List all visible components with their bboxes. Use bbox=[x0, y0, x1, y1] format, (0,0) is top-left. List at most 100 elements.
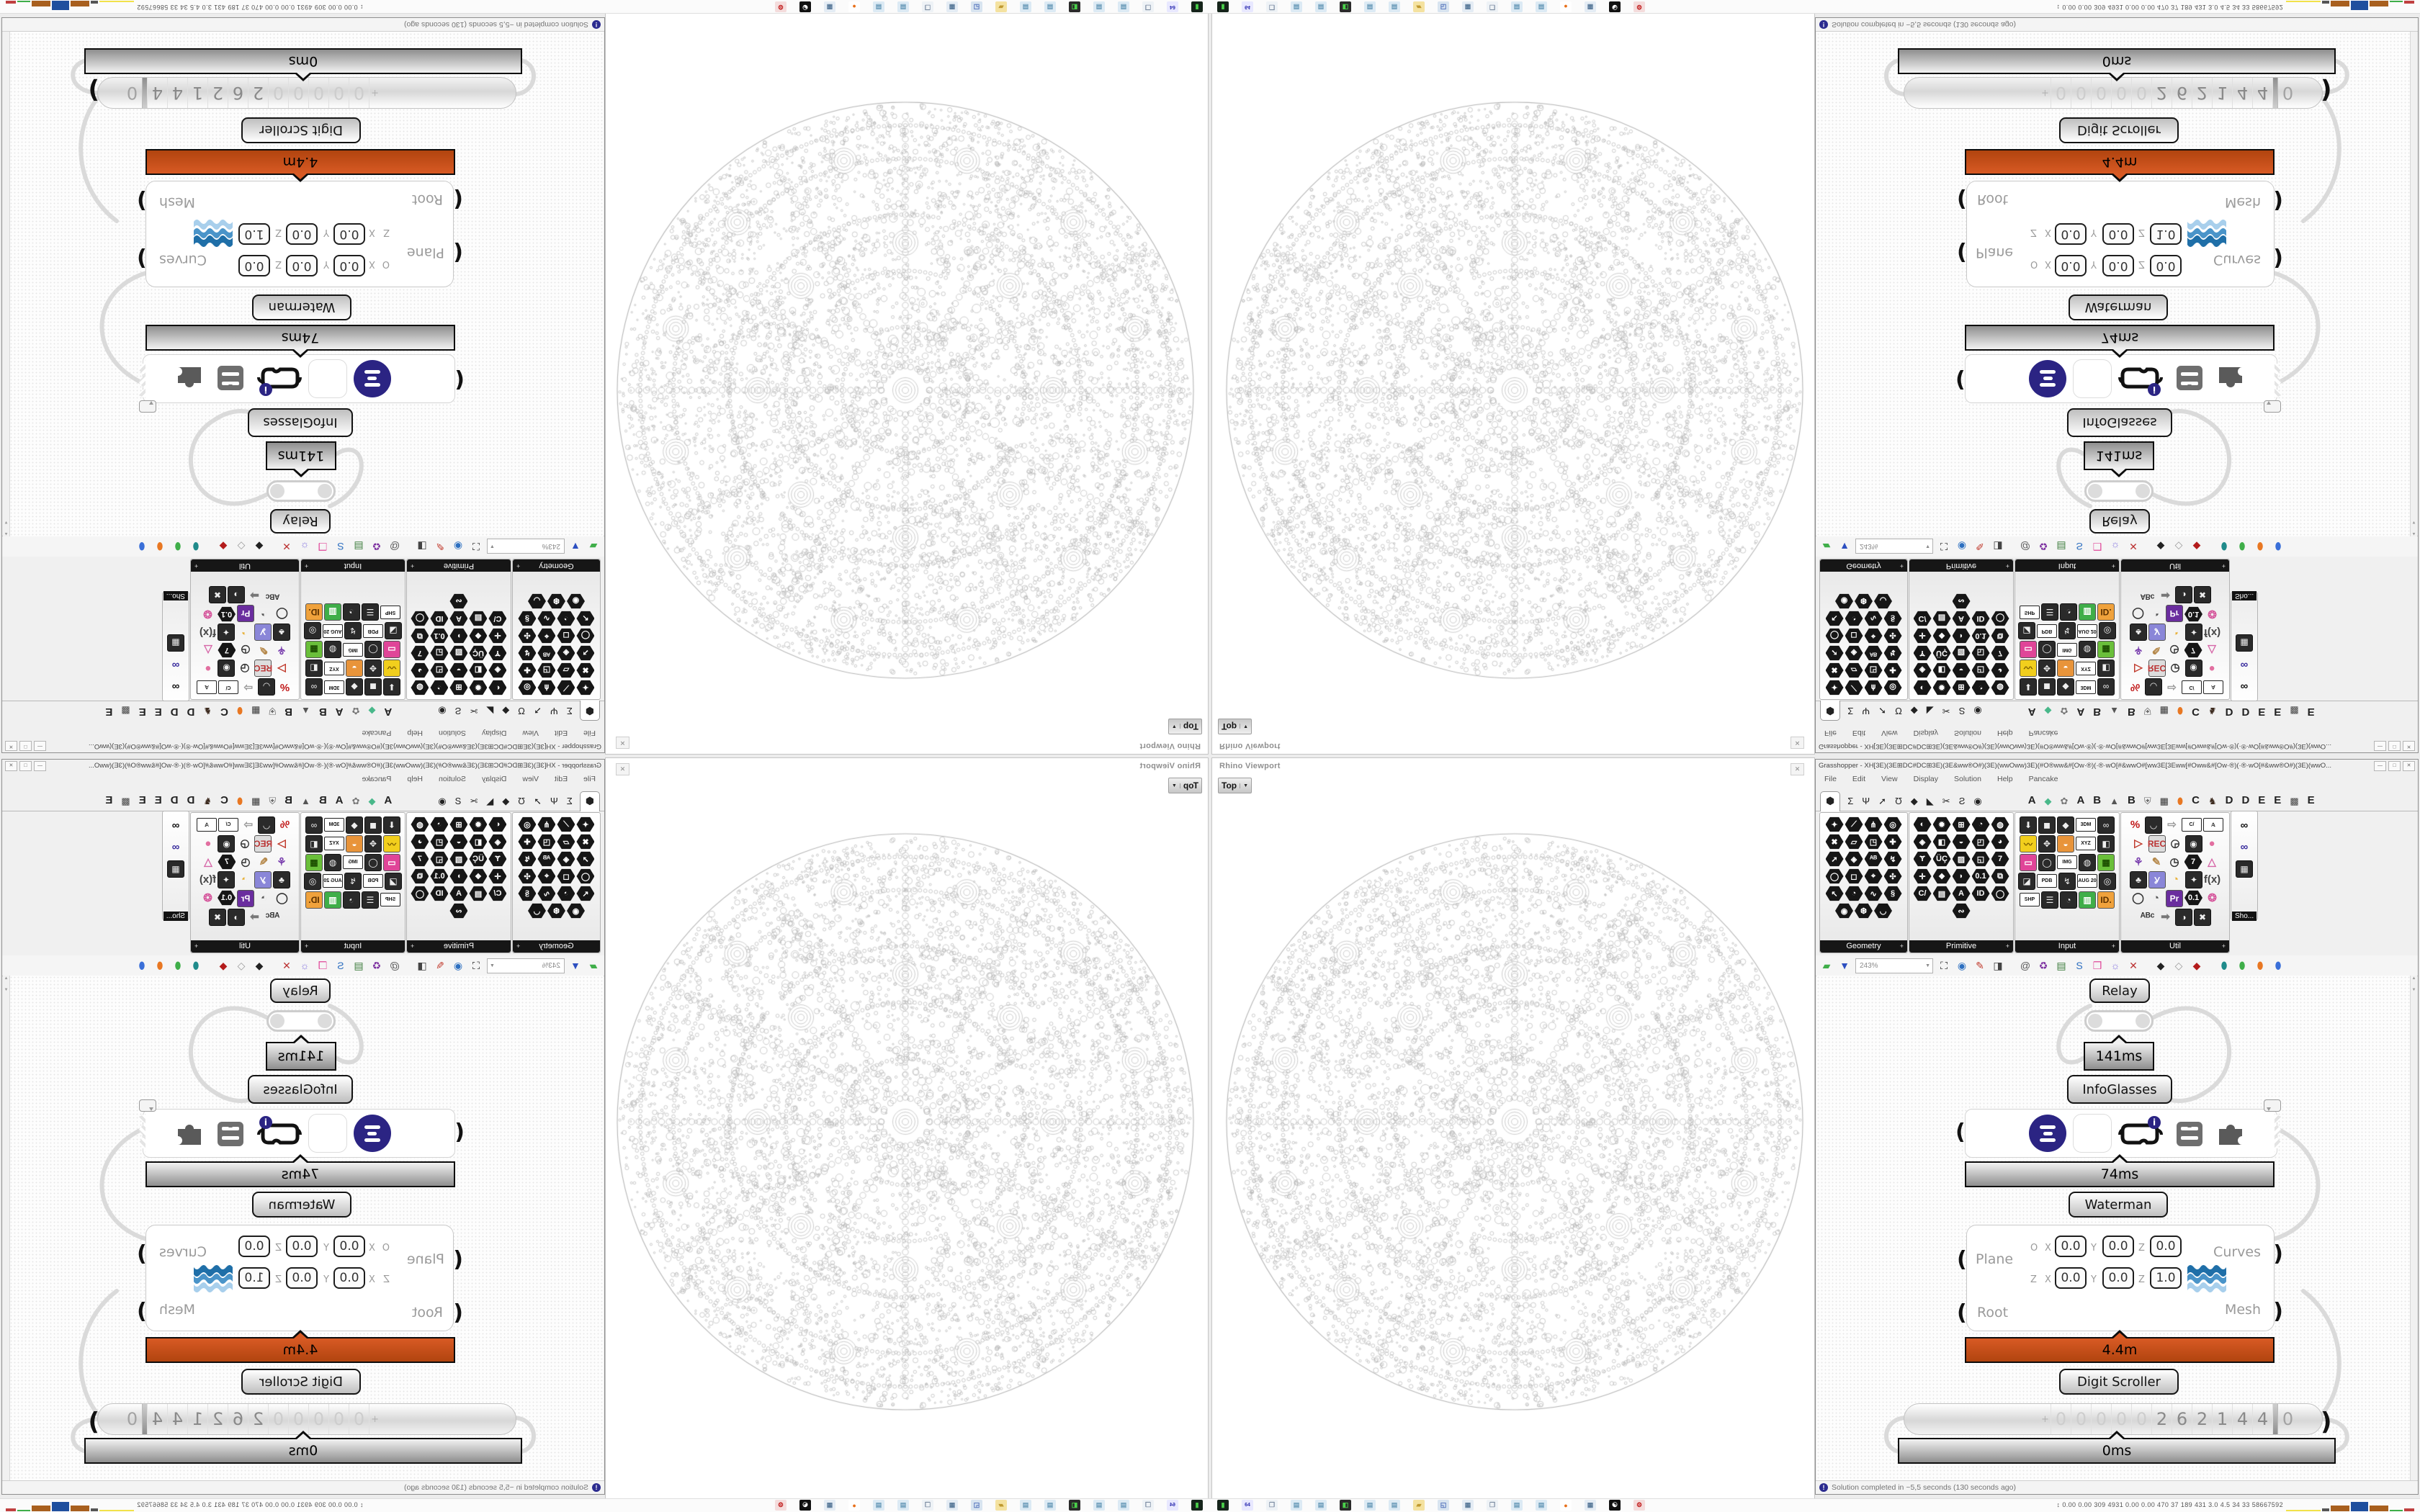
component-icon[interactable]: ◰ bbox=[431, 834, 449, 850]
tab-⛨[interactable]: ⛨ bbox=[269, 796, 277, 806]
menu-view[interactable]: View bbox=[1881, 729, 1898, 738]
at-icon[interactable]: @ bbox=[2020, 541, 2031, 552]
component-icon[interactable]: ◍ bbox=[1991, 680, 2009, 696]
component-icon[interactable]: ◷ bbox=[241, 856, 251, 868]
tab-curve[interactable]: Ʊ bbox=[518, 706, 525, 716]
component-icon[interactable]: ◪ bbox=[385, 873, 402, 890]
tab-C[interactable]: C bbox=[2192, 706, 2200, 718]
component-icon[interactable]: ◔ bbox=[2152, 608, 2160, 621]
component-icon[interactable]: C/ bbox=[218, 818, 238, 832]
component-icon[interactable]: ◒ bbox=[2057, 660, 2074, 677]
component-icon[interactable]: ✖ bbox=[209, 586, 226, 603]
component-icon[interactable]: ◔ bbox=[2172, 626, 2179, 639]
component-icon[interactable]: Pr bbox=[2166, 605, 2183, 622]
tab-⬮[interactable]: ⬮ bbox=[236, 796, 243, 806]
component-icon[interactable]: ▤ bbox=[470, 611, 488, 626]
digit-cell[interactable]: 4 bbox=[2253, 78, 2273, 108]
taskbar-notepad-icon[interactable]: ▤ bbox=[873, 1, 884, 12]
component-icon[interactable]: IMG bbox=[2057, 643, 2077, 657]
component-icon[interactable]: ◔ bbox=[431, 680, 449, 696]
component-icon[interactable]: ❖ bbox=[1933, 628, 1951, 644]
component-icon[interactable]: ↯ bbox=[519, 851, 537, 867]
sketch-icon[interactable]: ✎ bbox=[436, 959, 444, 971]
waterman-component[interactable]: ( ( Plane Root Curves Mesh ) ) O X 0.0 Y… bbox=[1957, 181, 2283, 287]
archive-icon[interactable] bbox=[213, 1116, 248, 1151]
component-icon[interactable]: Ỿ bbox=[254, 871, 272, 888]
sketch-icon[interactable]: ✎ bbox=[1976, 959, 1984, 971]
component-icon[interactable]: ↯ bbox=[519, 645, 537, 661]
component-icon[interactable]: ⬇ bbox=[2020, 816, 2037, 834]
digit-cell[interactable]: 0 bbox=[2112, 1404, 2132, 1434]
tab-surface[interactable]: ◆ bbox=[502, 796, 510, 806]
component-icon[interactable]: ◱ bbox=[431, 645, 449, 661]
component-icon[interactable]: ⟋ bbox=[1845, 680, 1863, 696]
taskbar-notepad-icon[interactable]: ▤ bbox=[1364, 1500, 1376, 1511]
plane-o-y-field[interactable]: 0.0 bbox=[286, 1236, 318, 1257]
component-icon[interactable]: ✖ bbox=[577, 662, 595, 678]
infoglasses-component-label[interactable]: InfoGlasses bbox=[2067, 1075, 2172, 1104]
component-icon[interactable]: 7 bbox=[1991, 851, 2009, 867]
component-icon[interactable]: ⊞ bbox=[1953, 680, 1971, 696]
tab-vector[interactable]: ➚ bbox=[1878, 706, 1887, 716]
component-icon[interactable]: ◻ bbox=[557, 868, 575, 884]
digit-cell[interactable]: 0 bbox=[328, 1404, 349, 1434]
dna-icon[interactable]: ✕ bbox=[2129, 959, 2138, 971]
tab-✿[interactable]: ✿ bbox=[2060, 706, 2069, 716]
tab-✿[interactable]: ✿ bbox=[351, 706, 360, 716]
component-icon[interactable]: ◶ bbox=[2170, 837, 2180, 850]
component-icon[interactable]: ▨ bbox=[450, 645, 468, 661]
gh-canvas[interactable]: Relay 141ms InfoGlasses ( bbox=[1816, 31, 2417, 536]
tab-✿[interactable]: ✿ bbox=[2060, 796, 2069, 806]
tab-sets[interactable]: Ψ bbox=[1862, 706, 1870, 716]
component-icon[interactable]: ◼ bbox=[364, 816, 382, 834]
digit-cell[interactable]: 0 bbox=[268, 78, 288, 108]
menu-display[interactable]: Display bbox=[481, 729, 507, 738]
puzzle-icon[interactable] bbox=[2213, 1116, 2248, 1151]
component-icon[interactable]: ◡ bbox=[528, 903, 546, 919]
taskbar-monitor-graph-icon[interactable]: ◧ bbox=[1069, 1500, 1080, 1511]
doc-icon[interactable]: ▤ bbox=[354, 959, 364, 971]
plane-o-x-field[interactable]: 0.0 bbox=[2055, 255, 2087, 276]
digit-cell[interactable]: 6 bbox=[228, 1404, 248, 1434]
white-gem-icon[interactable]: ◇ bbox=[237, 959, 246, 971]
component-icon[interactable]: ✹ bbox=[470, 680, 488, 696]
component-icon[interactable]: ↯ bbox=[344, 622, 362, 639]
menu-view[interactable]: View bbox=[522, 774, 539, 783]
component-icon[interactable]: ✦ bbox=[218, 871, 235, 888]
component-icon[interactable]: ◆ bbox=[346, 816, 363, 834]
canvas-zoom-select[interactable]: 243% ▼ bbox=[1855, 539, 1933, 554]
component-icon[interactable]: ▷ bbox=[277, 837, 286, 850]
component-icon[interactable]: ❖ bbox=[470, 628, 488, 644]
component-icon[interactable]: ∿ bbox=[1864, 886, 1883, 901]
component-icon[interactable]: ID. bbox=[2097, 603, 2115, 621]
component-icon[interactable]: ᴬᴮ bbox=[1865, 645, 1883, 661]
component-icon[interactable]: % bbox=[279, 681, 290, 694]
component-icon[interactable]: ✖ bbox=[1826, 662, 1844, 678]
menu-file[interactable]: File bbox=[1824, 729, 1837, 738]
component-icon[interactable]: ◒ bbox=[1953, 662, 1971, 678]
tab-E[interactable]: E bbox=[105, 706, 113, 718]
taskbar-red-gear-icon[interactable]: ⚙ bbox=[1634, 1, 1645, 12]
tab-B[interactable]: B bbox=[2128, 794, 2136, 806]
open-file-icon[interactable]: ▰ bbox=[1822, 959, 1831, 971]
maximize-button[interactable]: □ bbox=[2388, 741, 2401, 752]
component-icon[interactable]: ID bbox=[431, 886, 449, 901]
component-icon[interactable]: ❖ bbox=[1932, 868, 1951, 884]
tab-curve[interactable]: Ʊ bbox=[1895, 796, 1902, 806]
output-grip-curves[interactable]: ) bbox=[137, 1241, 147, 1266]
component-icon[interactable]: ✚ bbox=[1883, 834, 1902, 850]
component-icon[interactable]: ◧ bbox=[470, 662, 488, 678]
component-icon[interactable]: ◯ bbox=[364, 641, 382, 658]
relay-component-label[interactable]: Relay bbox=[270, 978, 331, 1003]
orange-ball-icon[interactable]: ⬮ bbox=[2257, 541, 2264, 553]
component-icon[interactable]: ◍ bbox=[2079, 854, 2096, 871]
component-icon[interactable]: ◕ bbox=[411, 662, 429, 678]
tab-B[interactable]: B bbox=[284, 794, 292, 806]
tab-mesh[interactable]: ◣ bbox=[1926, 796, 1934, 806]
component-icon[interactable]: ☰ bbox=[362, 603, 379, 621]
menu-pancake[interactable]: Pancake bbox=[2028, 774, 2058, 783]
taskbar-firefox-icon[interactable]: ● bbox=[848, 1500, 860, 1511]
green-ball-icon[interactable]: ⬮ bbox=[2238, 959, 2246, 971]
taskbar-notepad-icon[interactable]: ▤ bbox=[1044, 1, 1056, 12]
relay-component-label[interactable]: Relay bbox=[270, 509, 331, 534]
